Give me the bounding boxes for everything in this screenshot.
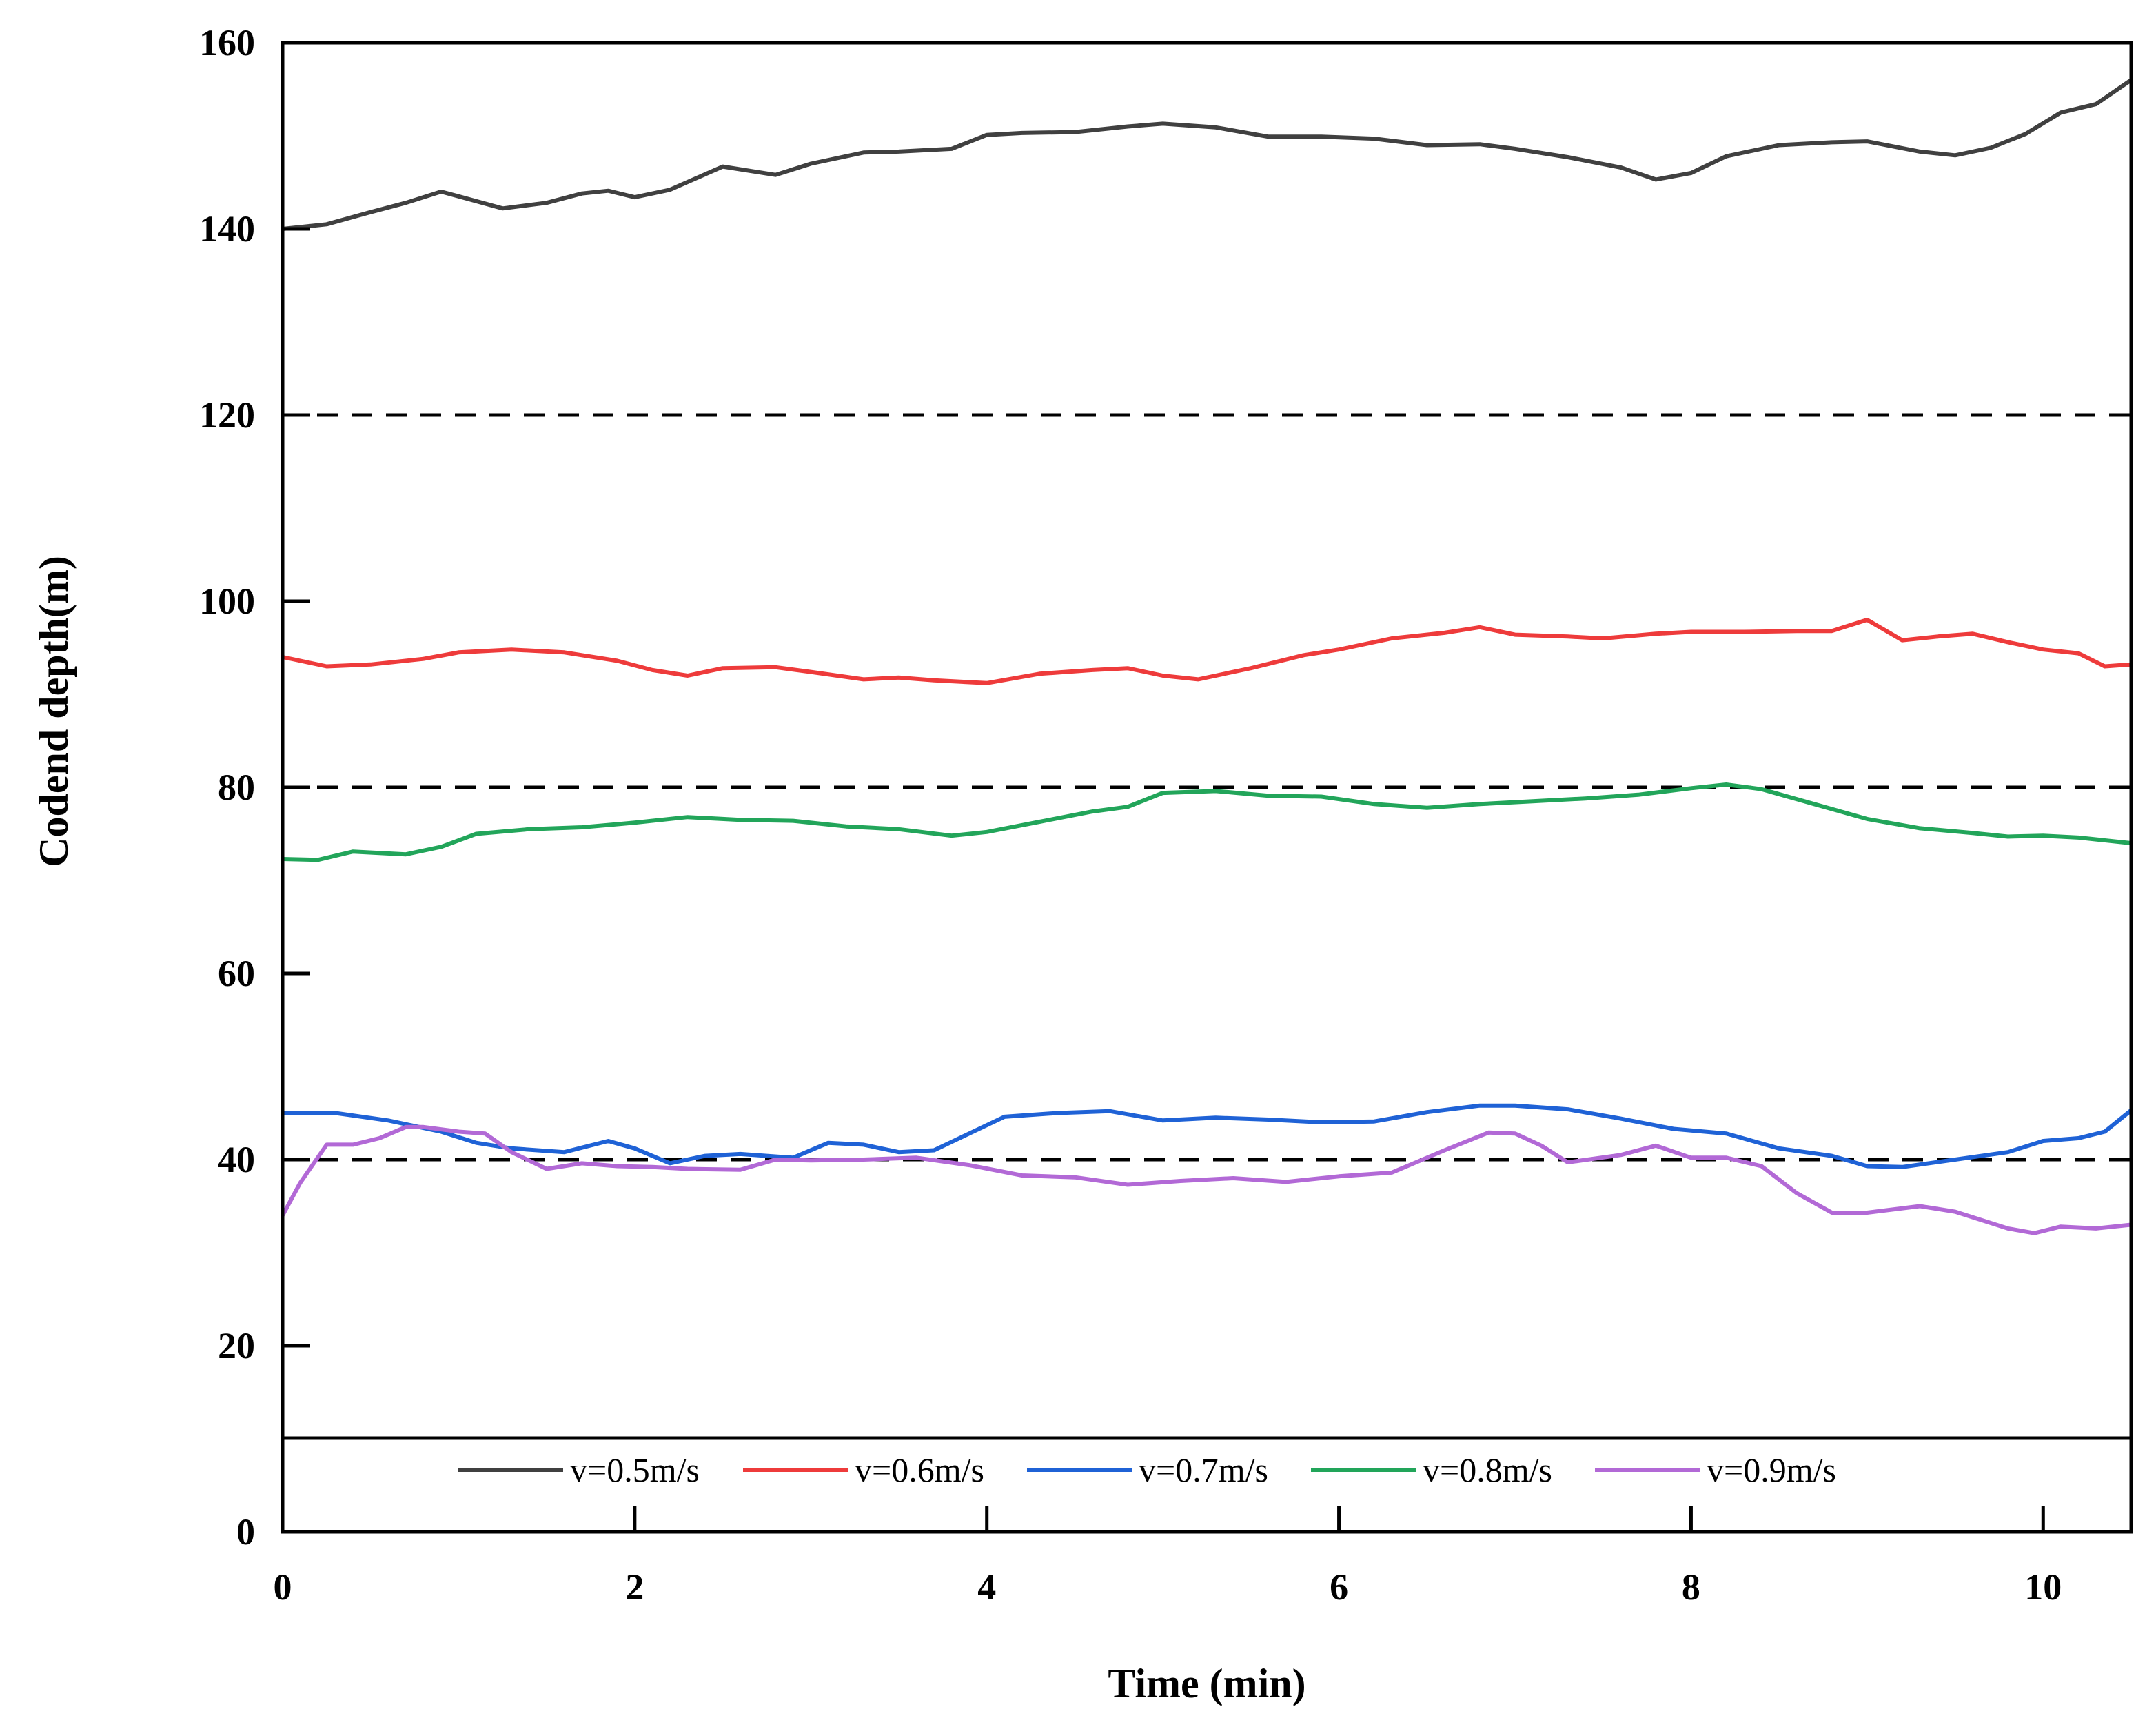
legend-label-1: v=0.5m/s bbox=[570, 1451, 700, 1489]
series-line-4 bbox=[282, 782, 2132, 862]
y-tick-label: 20 bbox=[218, 1325, 255, 1366]
y-tick-label: 140 bbox=[199, 208, 255, 250]
legend-label-4: v=0.8m/s bbox=[1423, 1451, 1552, 1489]
legend-label-2: v=0.6m/s bbox=[855, 1451, 984, 1489]
y-tick-label: 80 bbox=[218, 767, 255, 808]
x-tick-label: 6 bbox=[1330, 1566, 1348, 1608]
legend-label-5: v=0.9m/s bbox=[1707, 1451, 1836, 1489]
series-line-2 bbox=[282, 618, 2132, 685]
y-tick-label: 40 bbox=[218, 1139, 255, 1180]
x-tick-label: 2 bbox=[625, 1566, 644, 1608]
legend-label-3: v=0.7m/s bbox=[1139, 1451, 1268, 1489]
legend: v=0.5m/s v=0.6m/s v=0.7m/s v=0.8m/s v=0.9m/s bbox=[283, 1436, 2131, 1489]
series-line-5 bbox=[281, 1124, 2132, 1235]
y-tick-label: 100 bbox=[199, 580, 255, 622]
y-axis-title: Codend depth(m) bbox=[31, 556, 77, 867]
series-line-1 bbox=[282, 78, 2133, 231]
x-tick-label: 0 bbox=[274, 1566, 292, 1608]
series-line-3 bbox=[283, 1103, 2133, 1169]
y-tick-label: 160 bbox=[199, 22, 255, 63]
y-tick-label: 60 bbox=[218, 953, 255, 994]
x-axis-ticks: 0 2 4 6 8 10 bbox=[274, 1506, 2062, 1608]
y-tick-label: 0 bbox=[236, 1511, 255, 1553]
reference-lines bbox=[283, 413, 2131, 1162]
y-tick-label: 120 bbox=[199, 394, 255, 436]
x-axis-title: Time (min) bbox=[1108, 1661, 1305, 1706]
x-tick-label: 10 bbox=[2024, 1566, 2062, 1608]
x-tick-label: 4 bbox=[977, 1566, 996, 1608]
x-tick-label: 8 bbox=[1682, 1566, 1700, 1608]
y-axis-ticks: 0 20 40 60 80 100 120 140 160 bbox=[199, 22, 310, 1553]
series-lines bbox=[281, 78, 2133, 1235]
